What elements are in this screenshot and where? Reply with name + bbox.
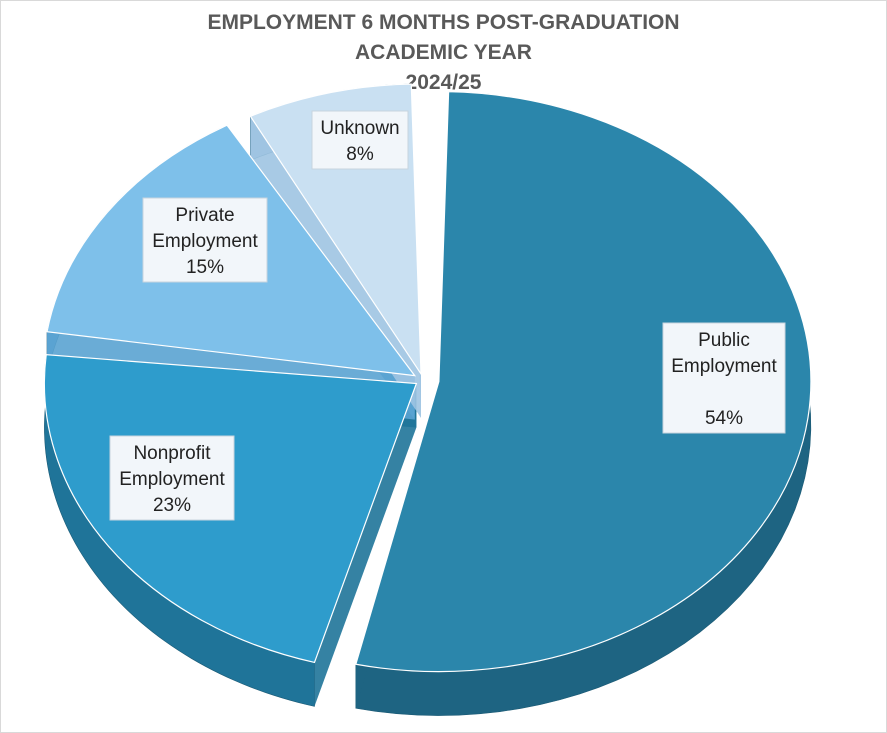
- data-label-box-3: [311, 110, 409, 170]
- chart-title: EMPLOYMENT 6 MONTHS POST-GRADUATION ACAD…: [0, 8, 887, 98]
- data-label-2-line-1: Employment: [152, 231, 258, 252]
- data-label-3-line-1: 8%: [346, 144, 374, 165]
- data-label-2-line-2: 15%: [186, 257, 224, 278]
- data-label-0-line-0: Public: [698, 330, 750, 351]
- data-label-box-1: [109, 435, 235, 521]
- pie-slice-0: [355, 91, 812, 673]
- slice-wall-1-0: [314, 383, 417, 707]
- data-label-box-2: [142, 197, 268, 283]
- chart-title-line-1: EMPLOYMENT 6 MONTHS POST-GRADUATION: [207, 11, 680, 34]
- chart-title-line-3: 2024/25: [405, 71, 482, 94]
- data-label-1-line-2: 23%: [153, 495, 191, 516]
- data-label-1-line-0: Nonprofit: [133, 443, 211, 464]
- chart-title-line-2: ACADEMIC YEAR: [355, 41, 532, 64]
- data-label-2-line-0: Private: [175, 205, 234, 226]
- data-label-2: Private Employment 15%: [142, 197, 268, 283]
- data-label-1-line-1: Employment: [119, 469, 225, 490]
- data-label-1: Nonprofit Employment 23%: [109, 435, 235, 521]
- data-label-0: Public Employment 54%: [662, 322, 786, 434]
- pie-data-labels: Public Employment 54% Nonprofit Employment 23…: [109, 110, 786, 521]
- data-label-3-line-0: Unknown: [320, 118, 399, 139]
- data-label-box-0: [662, 322, 786, 434]
- data-label-3: Unknown 8%: [311, 110, 409, 170]
- data-label-0-line-3: 54%: [705, 408, 743, 429]
- data-label-0-line-1: Employment: [671, 356, 777, 377]
